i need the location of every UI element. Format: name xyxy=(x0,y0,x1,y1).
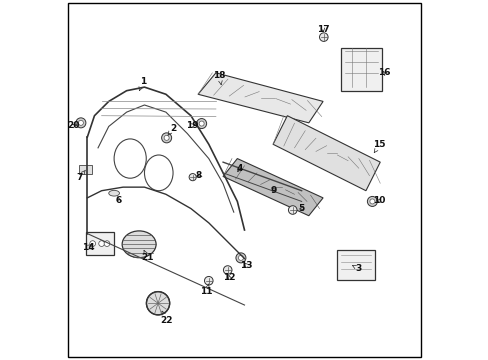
Circle shape xyxy=(196,118,206,129)
Circle shape xyxy=(90,241,95,247)
Circle shape xyxy=(319,33,327,41)
Text: 4: 4 xyxy=(236,164,243,173)
Polygon shape xyxy=(272,116,380,191)
Text: 2: 2 xyxy=(167,124,176,135)
Circle shape xyxy=(366,197,377,206)
FancyBboxPatch shape xyxy=(80,165,91,174)
Text: 15: 15 xyxy=(372,140,385,153)
Text: 5: 5 xyxy=(298,204,304,213)
Polygon shape xyxy=(223,158,323,216)
Circle shape xyxy=(189,174,196,181)
Text: 7: 7 xyxy=(76,170,85,182)
Text: 10: 10 xyxy=(372,196,385,205)
Text: 8: 8 xyxy=(195,171,202,180)
Text: 21: 21 xyxy=(141,250,153,262)
Text: 22: 22 xyxy=(160,311,173,325)
Text: 12: 12 xyxy=(223,273,235,282)
Text: 3: 3 xyxy=(352,264,361,273)
Circle shape xyxy=(288,206,296,214)
Text: 14: 14 xyxy=(81,243,94,252)
Circle shape xyxy=(164,135,169,140)
Text: 16: 16 xyxy=(378,68,390,77)
Text: 13: 13 xyxy=(240,261,252,270)
Text: 11: 11 xyxy=(200,284,212,296)
Circle shape xyxy=(204,276,213,285)
Ellipse shape xyxy=(146,292,169,315)
FancyBboxPatch shape xyxy=(337,249,374,280)
FancyBboxPatch shape xyxy=(340,48,381,91)
Text: 9: 9 xyxy=(270,185,276,194)
Ellipse shape xyxy=(122,231,156,258)
Circle shape xyxy=(235,253,245,263)
Ellipse shape xyxy=(108,190,119,196)
Circle shape xyxy=(223,266,231,274)
Circle shape xyxy=(99,241,104,247)
Circle shape xyxy=(104,241,110,247)
Text: 17: 17 xyxy=(316,25,329,34)
Text: 20: 20 xyxy=(67,121,80,130)
Polygon shape xyxy=(198,73,323,123)
Circle shape xyxy=(78,120,83,125)
Circle shape xyxy=(199,121,203,126)
Text: 18: 18 xyxy=(213,71,225,85)
Circle shape xyxy=(162,133,171,143)
Text: 1: 1 xyxy=(139,77,145,91)
Text: 6: 6 xyxy=(115,196,122,205)
Circle shape xyxy=(369,199,374,204)
Circle shape xyxy=(238,255,243,260)
FancyBboxPatch shape xyxy=(85,232,114,255)
Text: 19: 19 xyxy=(185,121,198,130)
Circle shape xyxy=(76,118,86,128)
